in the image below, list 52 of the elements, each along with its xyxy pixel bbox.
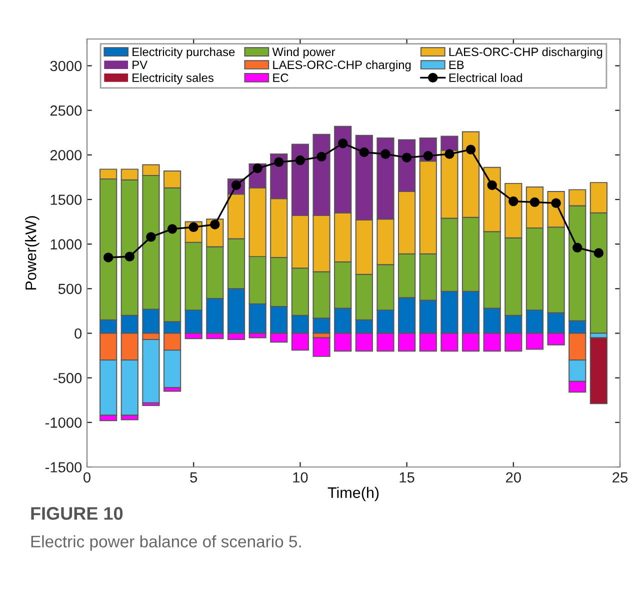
point: [167, 224, 178, 234]
text: Electric power balance of scenario 5.: [31, 535, 301, 551]
point: [252, 163, 262, 174]
point: [423, 150, 433, 161]
point: [338, 138, 348, 148]
point: [466, 144, 476, 154]
point: [359, 147, 370, 158]
y-tick-label: 0: [74, 328, 82, 339]
point: [380, 149, 390, 159]
x-tick-label: 20: [506, 472, 521, 483]
legend-label: Electricity sales: [132, 73, 214, 84]
legend-label: PV: [132, 60, 148, 69]
point: [487, 180, 497, 190]
x-axis-title: Time(h): [328, 486, 379, 502]
point: [124, 252, 134, 262]
y-tick-label: 3000: [50, 60, 82, 72]
y-tick-label: 2500: [50, 105, 82, 116]
point: [274, 157, 284, 167]
legend-label: EC: [273, 74, 288, 82]
y-tick-label: 1000: [50, 239, 82, 250]
x-tick-label: 0: [84, 472, 90, 483]
y-tick-label: 2000: [50, 150, 82, 160]
bar: [590, 337, 608, 404]
x-tick-label: 15: [400, 472, 414, 483]
point: [146, 232, 156, 242]
point: [210, 220, 220, 230]
legend-label: Electrical load: [449, 73, 522, 82]
y-tick-label: 500: [58, 284, 82, 294]
x-tick-label: 5: [190, 472, 198, 483]
caption: FIGURE 10: [31, 507, 123, 520]
point: [316, 152, 326, 162]
legend-label: LAES-ORC-CHP discharging: [449, 47, 602, 58]
x-tick-label: 25: [612, 472, 628, 483]
bar: [312, 337, 330, 357]
y-axis-title: Power(kW): [25, 216, 40, 290]
point: [594, 248, 604, 258]
point: [103, 252, 114, 262]
point: [444, 149, 454, 159]
point: [295, 155, 306, 166]
y-tick-label: 1500: [50, 194, 82, 205]
y-tick-label: -1500: [45, 462, 82, 472]
y-tick-label: -1000: [45, 418, 82, 428]
legend-label: Wind power: [272, 47, 336, 58]
point: [508, 196, 518, 206]
legend-label: EB: [449, 60, 464, 69]
legend-label: Electricity purchase: [132, 47, 235, 58]
point: [551, 198, 561, 208]
y-tick-label: -500: [54, 372, 82, 384]
legend-label: LAES-ORC-CHP charging: [273, 60, 411, 72]
point: [572, 242, 582, 253]
x-tick-label: 10: [293, 472, 308, 483]
point: [402, 152, 412, 162]
